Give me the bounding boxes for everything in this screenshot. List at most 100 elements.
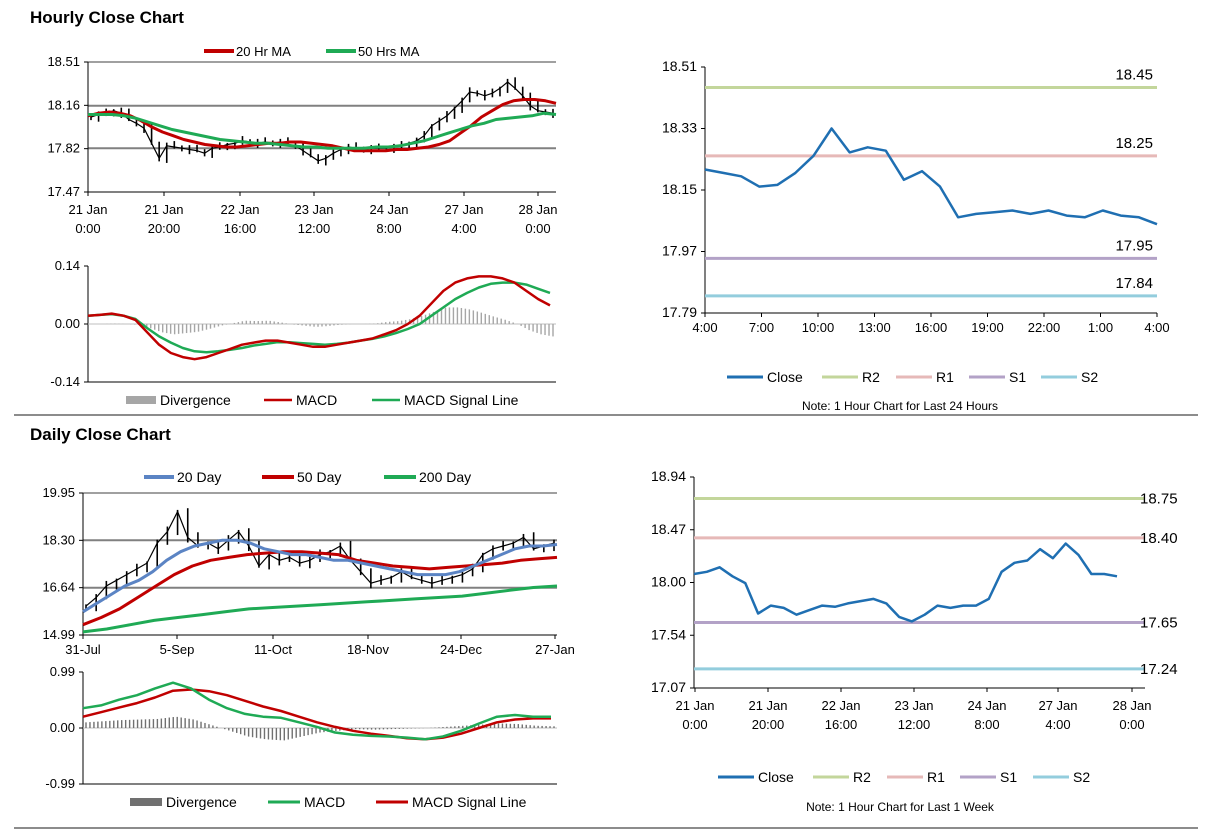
hourly-price-xtick-label: 0:00: [525, 221, 550, 236]
hourly-pivot-legend-label-close: Close: [767, 369, 803, 385]
daily-pivot-xtick-label: 22 Jan: [821, 698, 860, 713]
daily-price-ma-20-day: [82, 538, 558, 614]
hourly-price-xtick-label: 8:00: [376, 221, 401, 236]
hourly-pivot-legend-label-r2: R2: [862, 369, 880, 385]
hourly-pivot-ytick-label: 18.51: [662, 58, 697, 74]
hourly-macd-macd-line: [87, 275, 551, 361]
daily-pivot-xtick-label: 27 Jan: [1038, 698, 1077, 713]
daily-pivot-ytick-label: 18.94: [651, 468, 686, 484]
hourly-pivot-xtick-label: 4:00: [692, 320, 717, 335]
hourly-pivot-xtick-label: 7:00: [749, 320, 774, 335]
daily-pivot-legend-label-r2: R2: [853, 769, 871, 785]
hourly-macd-ytick-label: 0.00: [55, 316, 80, 331]
hourly-price-xtick-label: 20:00: [148, 221, 181, 236]
hourly-pivot-ytick-label: 18.33: [662, 120, 697, 136]
hourly-price-ma-50-hrs-ma: [88, 111, 557, 150]
hourly-section-title: Hourly Close Chart: [30, 8, 184, 27]
hourly-macd-ytick-label: 0.14: [55, 258, 80, 273]
bottom-divider: [14, 827, 1198, 829]
daily-price-ytick-label: 19.95: [42, 485, 75, 500]
hourly-price-xtick-label: 23 Jan: [294, 202, 333, 217]
daily-pivot-xtick-label: 20:00: [752, 717, 785, 732]
daily-pivot-xtick-label: 4:00: [1045, 717, 1070, 732]
hourly-pivot-xtick-label: 13:00: [858, 320, 891, 335]
daily-macd-ytick-label: 0.00: [50, 720, 75, 735]
hourly-pivot-ytick-label: 18.15: [662, 181, 697, 197]
hourly-pivot-legend: Close R2 R1 S1 S2: [727, 369, 1098, 385]
daily-macd-ytick-label: 0.99: [50, 664, 75, 679]
section-divider: [14, 414, 1198, 416]
legend-swatch-divergence: [126, 396, 156, 404]
hourly-note: Note: 1 Hour Chart for Last 24 Hours: [802, 399, 998, 413]
hourly-price-ma-20-hr-ma: [87, 98, 557, 153]
hourly-price-ytick-label: 17.82: [47, 141, 80, 156]
daily-price-xtick-label: 27-Jan: [535, 642, 575, 657]
hourly-pivot-legend-label-r1: R1: [936, 369, 954, 385]
legend-daily-divergence: Divergence: [166, 794, 237, 810]
daily-pivot-ytick-label: 18.47: [651, 521, 686, 537]
daily-pivot-legend-label-s1: S1: [1000, 769, 1017, 785]
legend-20day: 20 Day: [177, 469, 221, 485]
daily-pivot-xtick-label: 16:00: [825, 717, 858, 732]
hourly-pivot-legend-label-s1: S1: [1009, 369, 1026, 385]
hourly-pivot-level-label: 17.95: [1115, 237, 1153, 254]
hourly-pivot-legend-label-s2: S2: [1081, 369, 1098, 385]
daily-pivot-legend: Close R2 R1 S1 S2: [718, 769, 1090, 785]
daily-pivot-xtick-label: 21 Jan: [748, 698, 787, 713]
legend-daily-macd-signal: MACD Signal Line: [412, 794, 527, 810]
daily-pivot-legend-label-close: Close: [758, 769, 794, 785]
legend-daily-macd: MACD: [304, 794, 345, 810]
hourly-pivot-xtick-label: 19:00: [971, 320, 1004, 335]
daily-pivot-xtick-label: 12:00: [898, 717, 931, 732]
daily-pivot-xtick-label: 28 Jan: [1112, 698, 1151, 713]
daily-price-ytick-label: 18.30: [42, 532, 75, 547]
daily-note: Note: 1 Hour Chart for Last 1 Week: [806, 800, 995, 814]
hourly-price-xtick-label: 22 Jan: [220, 202, 259, 217]
hourly-price-xtick-label: 28 Jan: [518, 202, 557, 217]
daily-pivot-close-line: [693, 542, 1118, 623]
daily-pivot-ytick-label: 17.54: [651, 626, 686, 642]
daily-pivot-legend-label-s2: S2: [1073, 769, 1090, 785]
legend-20hr-ma: 20 Hr MA: [236, 44, 291, 59]
daily-price-xtick-label: 31-Jul: [65, 642, 101, 657]
daily-pivot-xtick-label: 24 Jan: [967, 698, 1006, 713]
hourly-pivot-ytick-label: 17.97: [662, 243, 697, 259]
hourly-price-xtick-label: 16:00: [224, 221, 257, 236]
daily-pivot-xtick-label: 23 Jan: [894, 698, 933, 713]
daily-price-ma-200-day: [82, 584, 558, 634]
hourly-price-xtick-label: 12:00: [298, 221, 331, 236]
legend-50day: 50 Day: [297, 469, 341, 485]
hourly-price-xtick-label: 27 Jan: [444, 202, 483, 217]
hourly-price-xtick-label: 0:00: [75, 221, 100, 236]
daily-pivot-ytick-label: 17.07: [651, 679, 686, 695]
daily-pivot-level-label: 18.75: [1140, 490, 1178, 507]
legend-50hr-ma: 50 Hrs MA: [358, 44, 420, 59]
daily-pivot-legend-label-r1: R1: [927, 769, 945, 785]
hourly-pivot-close-line: [704, 127, 1158, 226]
daily-price-ytick-label: 16.64: [42, 580, 75, 595]
hourly-pivot-xtick-label: 22:00: [1028, 320, 1061, 335]
legend-macd-signal: MACD Signal Line: [404, 392, 519, 408]
daily-pivot-ytick-label: 18.00: [651, 574, 686, 590]
daily-macd-ytick-label: -0.99: [45, 776, 75, 791]
daily-price-xtick-label: 24-Dec: [440, 642, 482, 657]
hourly-price-ytick-label: 18.16: [47, 97, 80, 112]
hourly-pivot-level-label: 18.45: [1115, 67, 1153, 84]
hourly-pivot-xtick-label: 10:00: [802, 320, 835, 335]
daily-price-ytick-label: 14.99: [42, 627, 75, 642]
daily-pivot-xtick-label: 0:00: [682, 717, 707, 732]
daily-price-xtick-label: 11-Oct: [254, 642, 292, 657]
daily-pivot-level-label: 17.24: [1140, 661, 1178, 678]
hourly-pivot-level-label: 17.84: [1115, 275, 1153, 292]
daily-macd-macd-line: [82, 681, 551, 741]
hourly-price-ytick-label: 18.51: [47, 54, 80, 69]
hourly-price-xtick-label: 4:00: [451, 221, 476, 236]
hourly-price-ytick-label: 17.47: [47, 184, 80, 199]
hourly-pivot-xtick-label: 4:00: [1144, 320, 1169, 335]
hourly-price-xtick-label: 24 Jan: [369, 202, 408, 217]
hourly-price-xtick-label: 21 Jan: [68, 202, 107, 217]
daily-pivot-level-label: 18.40: [1140, 530, 1178, 547]
hourly-macd-signal-line: [87, 281, 551, 354]
daily-macd-signal-line: [82, 688, 551, 741]
